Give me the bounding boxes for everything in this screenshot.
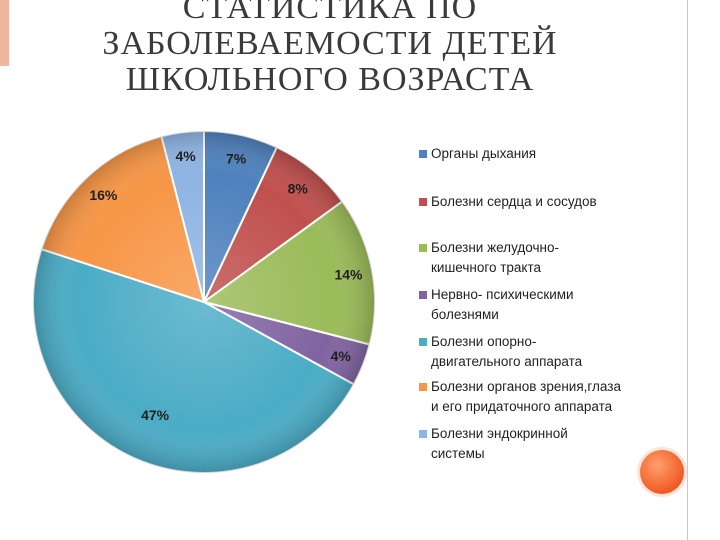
legend-swatch-1 (419, 150, 427, 158)
accent-rule-right (687, 0, 688, 540)
legend-swatch-7 (419, 430, 427, 438)
pie-label-2: 8% (288, 181, 309, 197)
legend-item-3: Болезни желудочно-кишечного тракта (419, 238, 659, 278)
legend-item-2: Болезни сердца и сосудов (419, 192, 659, 212)
title-line-1: СТАТИСТИКА ПО (182, 0, 478, 26)
legend-label-7-line-2: системы (431, 446, 485, 461)
legend-label-1-line-1: Органы дыхания (431, 146, 537, 161)
pie-label-5: 47% (141, 407, 170, 423)
legend-label-7-line-1: Болезни эндокринной (431, 426, 568, 441)
legend-swatch-3 (419, 244, 427, 252)
legend-item-4: Нервно- психическими болезнями (419, 285, 659, 325)
legend-swatch-2 (419, 198, 427, 206)
legend-label-6-line-2: и его придаточного аппарата (431, 399, 613, 414)
pie-label-4: 4% (331, 348, 352, 364)
pie-label-7: 4% (175, 148, 196, 164)
legend-item-7: Болезни эндокринной системы (419, 424, 659, 464)
pie-slices (32, 129, 376, 474)
page-title: СТАТИСТИКА ПО ЗАБОЛЕВАЕМОСТИ ДЕТЕЙ ШКОЛЬ… (0, 0, 660, 98)
legend-label-3-line-2: кишечного тракта (431, 260, 542, 275)
legend-label-4-line-2: болезнями (431, 307, 499, 322)
legend-label-5-line-1: Болезни опорно- (431, 334, 537, 349)
legend-label-2-line-1: Болезни сердца и сосудов (431, 194, 597, 209)
pie-label-1: 7% (226, 150, 247, 166)
title-line-3: ШКОЛЬНОГО ВОЗРАСТА (125, 61, 535, 98)
pie-label-3: 14% (334, 266, 363, 282)
title-line-2: ЗАБОЛЕВАЕМОСТИ ДЕТЕЙ (102, 25, 558, 62)
legend-item-6: Болезни органов зрения,глаза и его придат… (419, 377, 659, 417)
accent-bar-left (0, 0, 9, 66)
legend-item-1: Органы дыхания (419, 144, 659, 164)
legend-label-3-line-1: Болезни желудочно- (431, 240, 559, 255)
legend-label-4-line-1: Нервно- психическими (431, 287, 574, 302)
legend-swatch-4 (419, 291, 427, 299)
legend-item-5: Болезни опорно-двигательного аппарата (419, 332, 659, 372)
legend-swatch-5 (419, 338, 427, 346)
decorative-orange-circle (640, 450, 684, 494)
pie-label-6: 16% (89, 187, 118, 203)
legend-label-6-line-1: Болезни органов зрения,глаза (431, 379, 621, 394)
legend-swatch-6 (419, 383, 427, 391)
pie-data-labels: 7% 8% 14% 4% 47% 16% 4% (89, 148, 363, 423)
legend-label-5-line-2: двигательного аппарата (431, 354, 583, 369)
